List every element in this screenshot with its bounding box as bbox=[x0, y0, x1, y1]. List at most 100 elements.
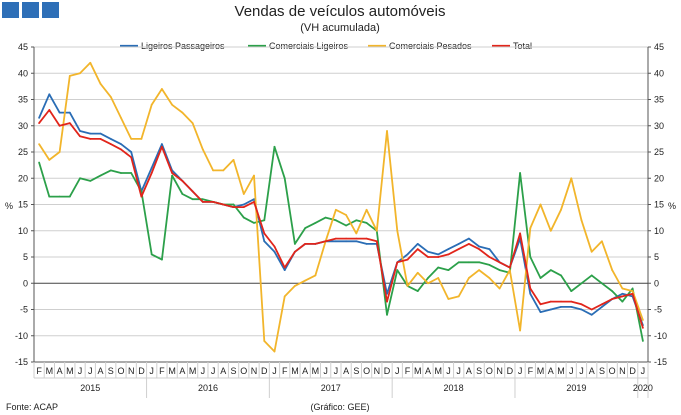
data-point-ligeiros-passageiros bbox=[263, 240, 266, 243]
data-point-total bbox=[334, 237, 337, 240]
data-point-ligeiros-passageiros bbox=[365, 242, 368, 245]
data-point-comerciais-pesados bbox=[437, 277, 440, 279]
data-point-ligeiros-passageiros bbox=[79, 130, 81, 132]
data-point-ligeiros-passageiros bbox=[427, 250, 429, 253]
data-point-comerciais-pesados bbox=[406, 284, 409, 287]
y-tick-label: 30 bbox=[654, 121, 664, 131]
series-line-total bbox=[38, 109, 644, 329]
data-point-comerciais-ligeiros bbox=[641, 340, 644, 342]
data-point-comerciais-pesados bbox=[334, 208, 337, 211]
data-point-total bbox=[263, 232, 266, 235]
y-tick-label: 5 bbox=[23, 252, 28, 262]
data-point-comerciais-pesados bbox=[79, 72, 81, 75]
data-point-ligeiros-passageiros bbox=[437, 253, 440, 256]
data-point-comerciais-ligeiros bbox=[468, 261, 470, 264]
data-point-comerciais-ligeiros bbox=[181, 193, 184, 195]
data-point-comerciais-pesados bbox=[498, 287, 501, 290]
data-point-comerciais-ligeiros bbox=[273, 145, 276, 148]
x-tick-label: A bbox=[220, 366, 226, 376]
y-tick-label: 10 bbox=[18, 226, 28, 236]
x-tick-label: M bbox=[414, 366, 422, 376]
data-point-comerciais-pesados bbox=[130, 137, 133, 140]
data-point-comerciais-pesados bbox=[631, 290, 634, 293]
data-point-comerciais-ligeiros bbox=[601, 282, 603, 285]
data-point-comerciais-pesados bbox=[355, 232, 358, 235]
x-tick-label: J bbox=[272, 366, 277, 376]
data-point-total bbox=[283, 266, 286, 269]
data-point-ligeiros-passageiros bbox=[161, 143, 163, 146]
y-tick-label: 25 bbox=[18, 147, 28, 157]
data-point-comerciais-pesados bbox=[314, 274, 317, 277]
y-tick-label: 0 bbox=[23, 278, 28, 288]
y-tick-label: 45 bbox=[18, 42, 28, 52]
data-point-comerciais-ligeiros bbox=[120, 172, 122, 174]
data-point-ligeiros-passageiros bbox=[570, 305, 573, 308]
x-tick-label: O bbox=[609, 366, 616, 376]
data-point-comerciais-ligeiros bbox=[488, 263, 491, 266]
data-point-comerciais-pesados bbox=[529, 227, 532, 230]
data-point-total bbox=[488, 256, 491, 258]
x-tick-label: O bbox=[486, 366, 493, 376]
x-tick-label: J bbox=[334, 366, 339, 376]
data-point-comerciais-pesados bbox=[68, 74, 71, 77]
logo-square bbox=[2, 2, 19, 18]
y-axis-left: -15 -10 -5 0 5 10 15 20 25 30 35 40 45 bbox=[15, 42, 34, 367]
data-point-comerciais-pesados bbox=[171, 103, 174, 106]
data-point-comerciais-ligeiros bbox=[263, 219, 266, 222]
x-tick-label: A bbox=[466, 366, 472, 376]
data-point-total bbox=[601, 303, 603, 306]
data-point-comerciais-ligeiros bbox=[48, 195, 51, 198]
data-point-ligeiros-passageiros bbox=[48, 93, 51, 96]
chart-title: Vendas de veículos automóveis bbox=[235, 3, 446, 20]
data-point-comerciais-ligeiros bbox=[427, 277, 429, 279]
logo bbox=[2, 2, 59, 18]
y-axis-right: -15 -10 -5 0 5 10 15 20 25 30 35 40 45 bbox=[648, 42, 667, 367]
data-point-total bbox=[468, 242, 470, 245]
data-point-comerciais-ligeiros bbox=[386, 313, 388, 316]
data-point-comerciais-pesados bbox=[212, 169, 214, 172]
data-point-comerciais-ligeiros bbox=[621, 300, 624, 303]
data-point-total bbox=[140, 195, 143, 198]
data-point-total bbox=[396, 261, 399, 264]
data-point-comerciais-pesados bbox=[560, 208, 562, 211]
data-point-total bbox=[191, 190, 194, 193]
x-tick-label: D bbox=[138, 366, 145, 376]
data-point-comerciais-pesados bbox=[549, 229, 552, 232]
x-tick-label: F bbox=[528, 366, 534, 376]
data-point-comerciais-ligeiros bbox=[191, 198, 194, 201]
data-point-comerciais-ligeiros bbox=[79, 177, 81, 180]
x-tick-label: J bbox=[569, 366, 574, 376]
data-point-comerciais-ligeiros bbox=[232, 203, 235, 206]
x-tick-label: J bbox=[446, 366, 451, 376]
data-point-total bbox=[68, 122, 71, 125]
data-point-comerciais-ligeiros bbox=[365, 221, 368, 224]
data-point-total bbox=[171, 172, 174, 174]
data-point-total bbox=[631, 292, 634, 295]
data-point-ligeiros-passageiros bbox=[150, 166, 153, 169]
x-tick-label: O bbox=[117, 366, 124, 376]
data-point-comerciais-pesados bbox=[120, 116, 122, 119]
data-point-total bbox=[447, 253, 450, 256]
data-point-comerciais-ligeiros bbox=[416, 290, 419, 293]
y-tick-label: 20 bbox=[654, 173, 664, 183]
x-tick-label: N bbox=[128, 366, 135, 376]
data-point-comerciais-pesados bbox=[191, 122, 194, 125]
y-tick-label: 15 bbox=[18, 200, 28, 210]
data-point-comerciais-ligeiros bbox=[529, 256, 532, 258]
data-point-ligeiros-passageiros bbox=[601, 305, 603, 308]
data-point-comerciais-ligeiros bbox=[345, 224, 348, 227]
x-tick-label: J bbox=[149, 366, 154, 376]
data-point-comerciais-ligeiros bbox=[570, 290, 573, 293]
x-tick-label: M bbox=[312, 366, 320, 376]
y-tick-label: 35 bbox=[654, 95, 664, 105]
data-point-total bbox=[294, 250, 296, 253]
data-point-total bbox=[427, 256, 429, 258]
y-tick-label: 5 bbox=[654, 252, 659, 262]
data-point-comerciais-pesados bbox=[294, 284, 296, 287]
data-point-total bbox=[508, 266, 511, 269]
year-label: 2019 bbox=[566, 383, 586, 393]
data-point-total bbox=[212, 200, 214, 203]
data-point-ligeiros-passageiros bbox=[406, 253, 409, 256]
data-point-total bbox=[386, 300, 388, 303]
